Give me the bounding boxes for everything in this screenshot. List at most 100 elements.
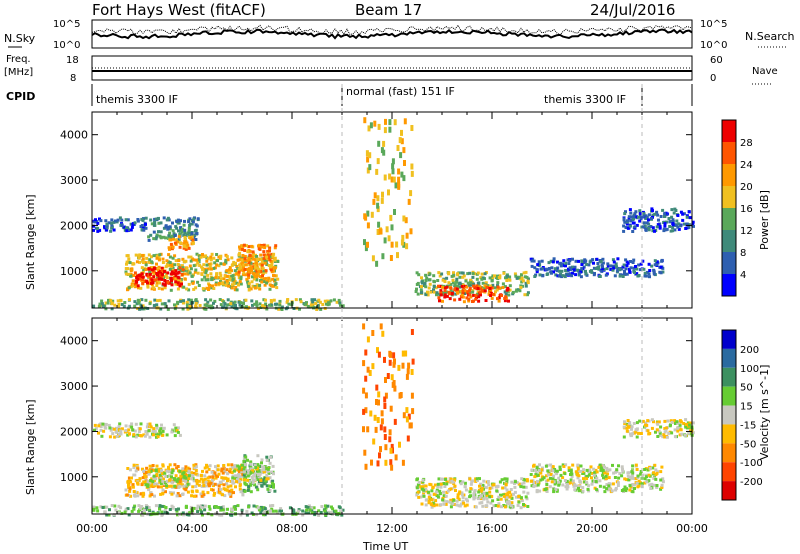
data-cell — [154, 504, 158, 508]
data-cell — [634, 210, 638, 214]
data-cell — [585, 263, 589, 266]
data-cell — [98, 304, 102, 308]
data-cell — [515, 276, 519, 280]
data-cell — [141, 304, 145, 308]
data-cell — [505, 496, 509, 500]
data-cell — [211, 482, 215, 486]
data-cell — [619, 267, 623, 271]
data-cell — [131, 428, 135, 432]
data-cell — [128, 487, 132, 491]
data-cell — [150, 260, 153, 264]
data-cell — [407, 198, 411, 205]
data-cell — [364, 407, 368, 414]
data-cell — [125, 262, 128, 266]
data-cell — [546, 473, 550, 477]
data-cell — [264, 277, 268, 281]
data-cell — [182, 471, 186, 475]
data-cell — [623, 220, 627, 224]
data-cell — [460, 293, 464, 297]
data-cell — [237, 465, 241, 469]
data-cell — [241, 273, 245, 277]
data-cell — [622, 224, 626, 228]
data-cell — [501, 286, 505, 289]
data-cell — [503, 285, 507, 289]
data-cell — [566, 258, 570, 262]
data-cell — [437, 296, 441, 300]
data-cell — [644, 214, 648, 218]
data-cell — [576, 472, 580, 476]
data-cell — [242, 265, 245, 269]
data-cell — [172, 491, 175, 495]
data-cell — [552, 480, 556, 484]
data-cell — [685, 215, 689, 219]
data-cell — [191, 238, 195, 242]
data-cell — [178, 266, 182, 270]
data-cell — [132, 274, 136, 277]
data-cell — [273, 256, 277, 260]
data-cell — [467, 297, 471, 301]
data-cell — [103, 510, 107, 514]
data-cell — [441, 477, 445, 481]
data-cell — [458, 275, 462, 279]
data-cell — [658, 433, 662, 437]
data-cell — [559, 272, 563, 276]
data-cell — [221, 305, 225, 309]
data-cell — [513, 480, 517, 484]
data-cell — [148, 272, 152, 276]
data-cell — [284, 307, 288, 311]
data-cell — [450, 274, 454, 278]
data-cell — [660, 259, 664, 263]
data-cell — [685, 222, 688, 226]
data-cell — [186, 272, 190, 276]
data-cell — [309, 303, 313, 307]
data-cell — [588, 269, 592, 273]
data-cell — [147, 267, 151, 271]
data-cell — [222, 281, 226, 285]
data-cell — [117, 425, 121, 429]
data-cell — [108, 508, 111, 512]
data-cell — [256, 267, 260, 271]
data-cell — [280, 509, 283, 513]
data-cell — [645, 423, 649, 427]
data-cell — [157, 467, 161, 471]
data-cell — [489, 294, 493, 297]
data-cell — [269, 485, 273, 488]
data-cell — [223, 302, 227, 306]
data-cell — [687, 225, 691, 229]
data-cell — [401, 350, 405, 357]
data-cell — [174, 276, 178, 280]
data-cell — [592, 473, 596, 477]
data-cell — [252, 252, 255, 256]
data-cell — [271, 509, 275, 513]
data-cell — [329, 511, 333, 515]
data-cell — [140, 266, 144, 270]
data-cell — [154, 237, 158, 241]
data-cell — [372, 198, 376, 205]
data-cell — [241, 305, 245, 309]
data-cell — [144, 263, 148, 267]
data-cell — [633, 487, 636, 490]
data-cell — [415, 486, 419, 490]
data-cell — [591, 258, 595, 262]
data-cell — [437, 284, 440, 288]
data-cell — [125, 493, 129, 497]
data-cell — [616, 481, 620, 485]
data-cell — [625, 478, 628, 482]
data-cell — [192, 287, 196, 291]
data-cell — [247, 258, 251, 262]
data-cell — [646, 468, 650, 472]
data-cell — [652, 471, 656, 475]
data-cell — [201, 253, 204, 256]
power-colorbar-label: Power [dB] — [758, 190, 771, 250]
data-cell — [101, 304, 105, 308]
data-cell — [688, 421, 692, 425]
data-cell — [514, 495, 518, 499]
data-cell — [200, 513, 204, 517]
data-cell — [435, 293, 438, 297]
data-cell — [400, 239, 404, 246]
x-tick-label: 20:00 — [576, 522, 608, 535]
data-cell — [679, 428, 683, 432]
data-cell — [174, 225, 178, 229]
data-cell — [410, 369, 414, 375]
data-cell — [118, 432, 121, 436]
